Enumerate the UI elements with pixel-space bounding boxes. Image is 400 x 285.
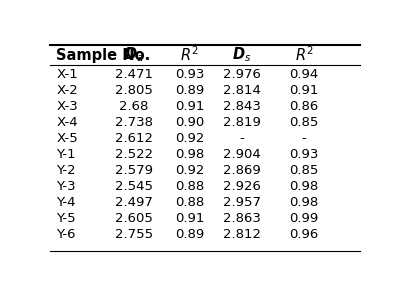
Text: Y-2: Y-2 [56,164,76,178]
Text: 0.93: 0.93 [290,148,319,161]
Text: 0.98: 0.98 [290,196,319,209]
Text: 2.612: 2.612 [115,132,153,145]
Text: 2.926: 2.926 [223,180,261,194]
Text: 0.98: 0.98 [290,180,319,194]
Text: 2.605: 2.605 [115,213,153,225]
Text: 0.90: 0.90 [175,116,204,129]
Text: X-2: X-2 [56,84,78,97]
Text: 0.96: 0.96 [290,229,319,241]
Text: 0.98: 0.98 [175,148,204,161]
Text: 0.92: 0.92 [175,164,204,178]
Text: 2.579: 2.579 [115,164,153,178]
Text: 2.814: 2.814 [223,84,261,97]
Text: X-5: X-5 [56,132,78,145]
Text: 2.805: 2.805 [115,84,153,97]
Text: 2.68: 2.68 [119,100,148,113]
Text: X-1: X-1 [56,68,78,81]
Text: 2.904: 2.904 [223,148,261,161]
Text: X-3: X-3 [56,100,78,113]
Text: 0.93: 0.93 [175,68,204,81]
Text: 0.86: 0.86 [290,100,319,113]
Text: 0.91: 0.91 [175,213,204,225]
Text: 0.85: 0.85 [290,116,319,129]
Text: 2.545: 2.545 [115,180,153,194]
Text: 2.869: 2.869 [223,164,261,178]
Text: Y-4: Y-4 [56,196,76,209]
Text: 0.89: 0.89 [175,84,204,97]
Text: Y-5: Y-5 [56,213,76,225]
Text: 2.819: 2.819 [223,116,261,129]
Text: 0.99: 0.99 [290,213,319,225]
Text: 2.863: 2.863 [223,213,261,225]
Text: 0.88: 0.88 [175,180,204,194]
Text: D$_a$: D$_a$ [124,46,144,64]
Text: $R^2$: $R^2$ [180,46,199,64]
Text: 2.471: 2.471 [115,68,153,81]
Text: 2.738: 2.738 [115,116,153,129]
Text: 2.957: 2.957 [223,196,261,209]
Text: 2.755: 2.755 [115,229,153,241]
Text: 0.94: 0.94 [290,68,319,81]
Text: 2.843: 2.843 [223,100,261,113]
Text: Sample No.: Sample No. [56,48,150,62]
Text: 0.91: 0.91 [290,84,319,97]
Text: X-4: X-4 [56,116,78,129]
Text: D$_s$: D$_s$ [232,46,252,64]
Text: 0.88: 0.88 [175,196,204,209]
Text: Y-6: Y-6 [56,229,76,241]
Text: Y-3: Y-3 [56,180,76,194]
Text: 0.92: 0.92 [175,132,204,145]
Text: -: - [240,132,244,145]
Text: Y-1: Y-1 [56,148,76,161]
Text: $R^2$: $R^2$ [295,46,314,64]
Text: 2.497: 2.497 [115,196,153,209]
Text: 2.976: 2.976 [223,68,261,81]
Text: 0.91: 0.91 [175,100,204,113]
Text: 2.812: 2.812 [223,229,261,241]
Text: 2.522: 2.522 [115,148,153,161]
Text: -: - [302,132,306,145]
Text: 0.85: 0.85 [290,164,319,178]
Text: 0.89: 0.89 [175,229,204,241]
